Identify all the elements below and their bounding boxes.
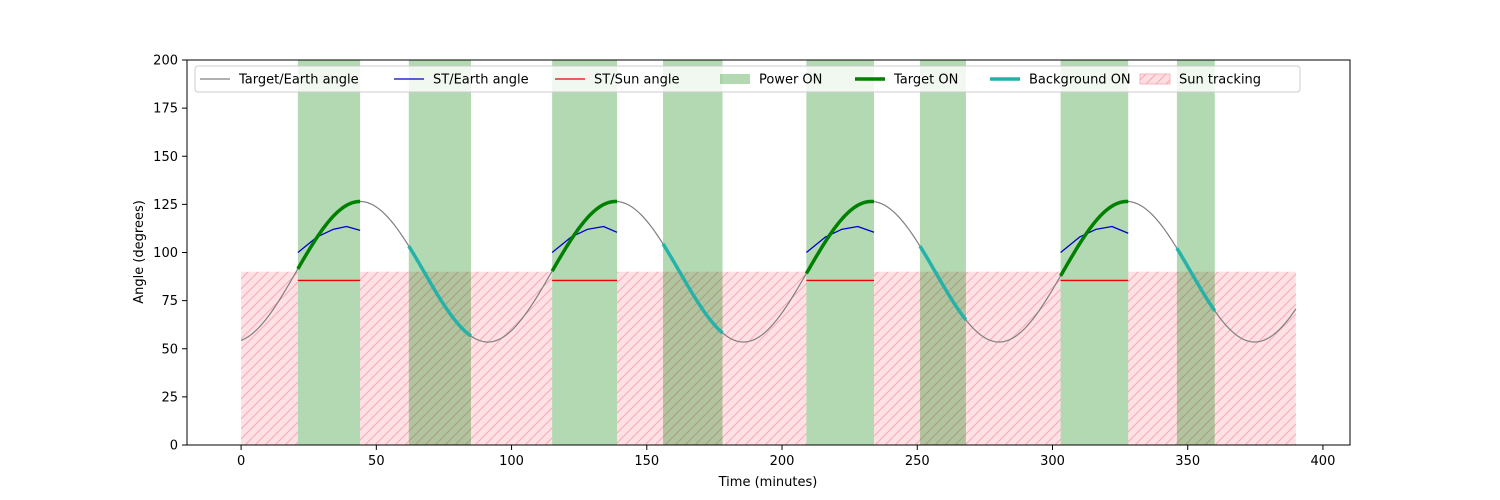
legend-swatch-power-on <box>720 74 750 84</box>
power-on-span <box>919 60 966 445</box>
background-on-segment <box>661 242 724 335</box>
sun-tracking-hatch <box>241 271 298 445</box>
x-tick-label: 0 <box>237 454 245 469</box>
background-on-segment <box>918 245 968 322</box>
y-axis-label: Angle (degrees) <box>132 200 147 304</box>
y-tick-label: 200 <box>153 54 178 69</box>
x-tick-label: 50 <box>368 454 385 469</box>
sun-tracking-hatch <box>873 271 1061 445</box>
plot-area <box>240 60 1297 445</box>
power-on-span <box>1060 60 1129 445</box>
target-on-segment <box>804 199 875 275</box>
y-tick-label: 175 <box>153 102 178 117</box>
legend-label-background-on: Background ON <box>1029 73 1131 88</box>
x-axis-label: Time (minutes) <box>718 475 818 490</box>
y-tick-label: 75 <box>161 294 178 309</box>
legend-label-target-earth: Target/Earth angle <box>238 73 359 88</box>
st-earth-segment <box>805 225 875 254</box>
legend: Target/Earth angle ST/Earth angle ST/Sun a… <box>194 65 1301 93</box>
target-on-segment <box>1059 199 1129 277</box>
legend-label-st-sun: ST/Sun angle <box>594 73 680 88</box>
legend-label-target-on: Target ON <box>893 73 958 88</box>
st-earth-segment <box>1060 225 1129 254</box>
legend-label-sun-tracking: Sun tracking <box>1179 73 1261 88</box>
axes: 0 50 100 150 200 250 300 350 400 0 25 50 75 100 125 150… <box>153 54 1351 469</box>
background-on-segment <box>407 245 473 338</box>
background-on-segment <box>1175 247 1217 312</box>
y-tick-label: 150 <box>153 150 178 165</box>
y-tick-label: 25 <box>161 390 178 405</box>
x-tick-label: 100 <box>499 454 524 469</box>
x-tick-label: 300 <box>1040 454 1065 469</box>
legend-label-st-earth: ST/Earth angle <box>433 73 529 88</box>
y-tick-label: 50 <box>161 342 178 357</box>
sun-tracking-hatch <box>360 271 553 445</box>
sun-tracking-hatch <box>1128 271 1296 445</box>
x-tick-label: 400 <box>1311 454 1336 469</box>
power-on-span <box>1176 60 1215 445</box>
y-tick-label: 0 <box>170 439 178 454</box>
x-tick-label: 150 <box>634 454 659 469</box>
st-earth-segment <box>297 225 361 254</box>
legend-label-power-on: Power ON <box>759 73 822 88</box>
st-earth-segment <box>551 225 618 254</box>
x-tick-label: 200 <box>770 454 795 469</box>
y-tick-label: 100 <box>153 246 178 261</box>
power-on-span <box>663 60 723 445</box>
sun-tracking-hatch <box>617 271 807 445</box>
target-on-segment <box>296 199 361 270</box>
target-on-segment <box>550 199 618 273</box>
power-on-span <box>806 60 874 445</box>
legend-swatch-sun-tracking-hatch <box>1140 74 1170 84</box>
x-tick-label: 350 <box>1175 454 1200 469</box>
legend-box <box>194 65 1301 93</box>
y-tick-label: 125 <box>153 198 178 213</box>
power-on-span <box>408 60 471 445</box>
x-tick-label: 250 <box>905 454 930 469</box>
